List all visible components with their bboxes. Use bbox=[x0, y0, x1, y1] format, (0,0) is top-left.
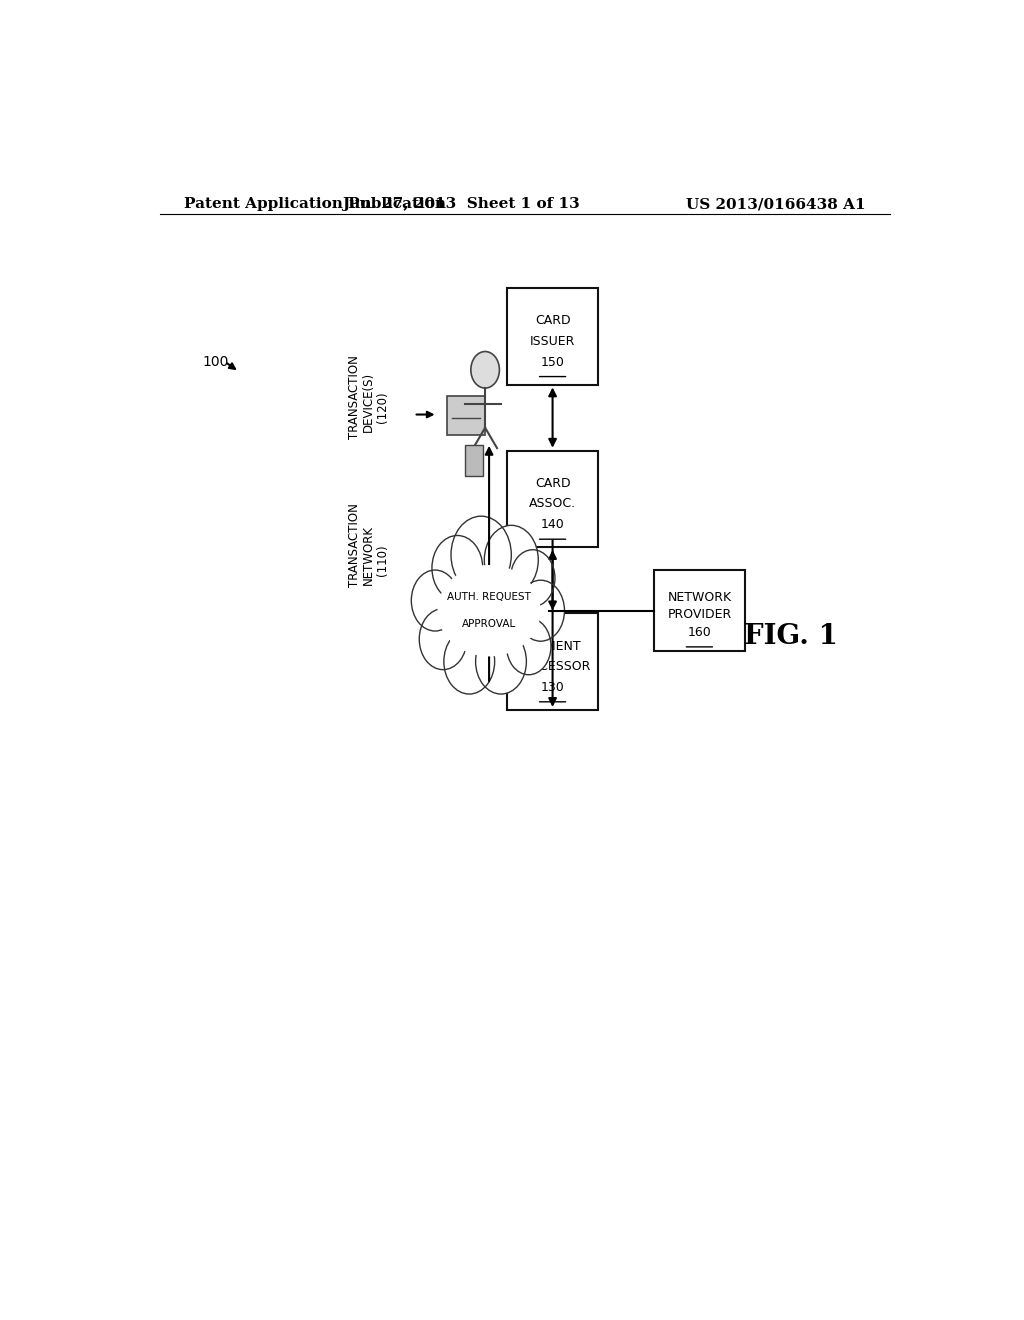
Text: APPROVAL: APPROVAL bbox=[462, 619, 516, 628]
Text: DEVICE(S): DEVICE(S) bbox=[361, 372, 375, 433]
Circle shape bbox=[443, 630, 495, 694]
Text: CARD: CARD bbox=[535, 314, 570, 327]
Circle shape bbox=[432, 536, 482, 601]
Text: Patent Application Publication: Patent Application Publication bbox=[183, 197, 445, 211]
Circle shape bbox=[419, 609, 467, 669]
Bar bbox=[653, 570, 745, 651]
Text: (120): (120) bbox=[376, 392, 389, 424]
Text: FIG. 1: FIG. 1 bbox=[743, 623, 838, 649]
Text: NETWORK: NETWORK bbox=[361, 525, 375, 585]
Circle shape bbox=[412, 570, 459, 631]
Bar bbox=[507, 288, 598, 384]
Text: 130: 130 bbox=[541, 681, 564, 694]
Text: PROVIDER: PROVIDER bbox=[668, 609, 731, 622]
Text: NETWORK: NETWORK bbox=[668, 591, 731, 605]
Ellipse shape bbox=[437, 565, 541, 656]
Text: US 2013/0166438 A1: US 2013/0166438 A1 bbox=[686, 197, 866, 211]
Text: 100: 100 bbox=[202, 355, 228, 368]
Text: PROCESSOR: PROCESSOR bbox=[514, 660, 591, 673]
Text: 150: 150 bbox=[541, 356, 564, 368]
Text: 140: 140 bbox=[541, 519, 564, 532]
Bar bbox=[507, 450, 598, 548]
Text: TRANSACTION: TRANSACTION bbox=[348, 503, 360, 586]
Circle shape bbox=[507, 618, 551, 675]
Circle shape bbox=[451, 516, 511, 594]
Text: 160: 160 bbox=[687, 626, 712, 639]
Bar bbox=[507, 614, 598, 710]
Circle shape bbox=[471, 351, 500, 388]
Text: ASSOC.: ASSOC. bbox=[529, 498, 577, 511]
Text: (110): (110) bbox=[376, 544, 389, 576]
Text: TRANSACTION: TRANSACTION bbox=[348, 355, 360, 440]
Text: AUTH. REQUEST: AUTH. REQUEST bbox=[447, 593, 531, 602]
Bar bbox=[447, 396, 485, 434]
Text: ISSUER: ISSUER bbox=[529, 334, 575, 347]
Text: CARD: CARD bbox=[535, 477, 570, 490]
Text: PAYMENT: PAYMENT bbox=[523, 640, 582, 652]
Circle shape bbox=[517, 581, 564, 642]
Bar bbox=[465, 445, 482, 475]
Circle shape bbox=[511, 549, 555, 607]
Circle shape bbox=[475, 630, 526, 694]
Circle shape bbox=[484, 525, 539, 594]
Text: Jun. 27, 2013  Sheet 1 of 13: Jun. 27, 2013 Sheet 1 of 13 bbox=[342, 197, 581, 211]
